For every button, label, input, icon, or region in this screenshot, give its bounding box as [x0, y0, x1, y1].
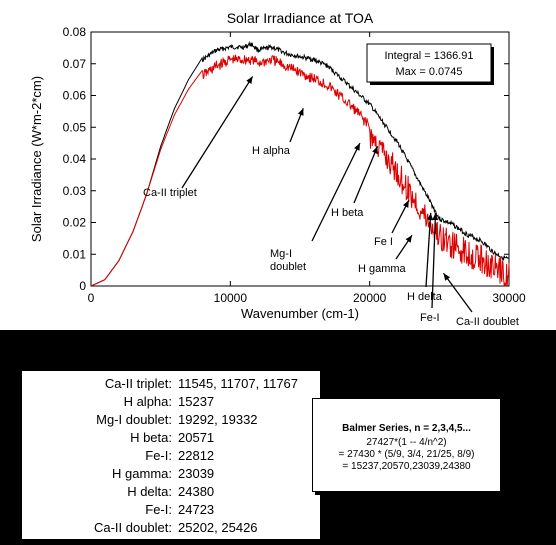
- y-tick-label: 0.01: [63, 247, 87, 261]
- x-tick-label: 10000: [214, 291, 248, 305]
- table-row: Ca-II triplet: 11545, 11707, 11767: [22, 375, 320, 393]
- line-name: H delta:: [127, 484, 172, 499]
- line-name: H beta:: [130, 430, 172, 445]
- line-wavenumbers: 20571: [178, 430, 215, 445]
- annotation-arrowhead: [354, 143, 360, 151]
- annotation-arrowhead: [372, 146, 378, 154]
- series-line-2: [90, 54, 510, 288]
- annotation-label: H delta: [407, 291, 443, 303]
- x-tick-label: 30000: [492, 291, 526, 305]
- series-line-1: [90, 40, 510, 287]
- line-wavenumbers: 23039: [178, 466, 215, 481]
- y-tick-label: 0.02: [63, 216, 87, 230]
- annotation-arrow: [442, 272, 473, 313]
- balmer-formula-1: 27427*(1 -- 4/n^2): [366, 437, 447, 448]
- balmer-formula-2: = 27430 * (5/9, 3/4, 21/25, 8/9): [338, 449, 475, 460]
- line-wavenumbers: 22812: [178, 448, 215, 463]
- y-tick-label: 0.08: [63, 25, 87, 39]
- table-row: Ca-II doublet: 25202, 25426: [22, 519, 320, 537]
- max-text: Max = 0.0745: [396, 66, 463, 78]
- y-tick-label: 0.05: [63, 120, 87, 134]
- y-tick-label: 0.06: [63, 89, 87, 103]
- table-row: Mg-I doublet: 19292, 19332: [22, 411, 320, 429]
- y-tick-label: 0.04: [63, 152, 87, 166]
- balmer-series-box: Balmer Series, n = 2,3,4,5... 27427*(1 -…: [312, 398, 501, 492]
- x-tick-label: 20000: [353, 291, 387, 305]
- x-axis-label: Wavenumber (cm-1): [241, 306, 359, 321]
- line-name: Mg-I doublet:: [96, 412, 172, 427]
- annotation-label: doublet: [270, 261, 306, 273]
- balmer-formula-3: = 15237,20570,23039,24380: [342, 461, 471, 472]
- info-box-shadow-b: [370, 82, 494, 85]
- line-name: Fe-I:: [145, 502, 172, 517]
- line-name: H alpha:: [123, 394, 172, 409]
- annotation-label: H gamma: [358, 263, 407, 275]
- table-row: H delta: 24380: [22, 483, 320, 501]
- line-name: Ca-II doublet:: [93, 520, 172, 535]
- info-box-frame: [366, 43, 492, 83]
- annotation-label: Ca-II doublet: [456, 316, 519, 328]
- annotation-label: H beta: [331, 207, 364, 219]
- x-tick-label: 0: [88, 291, 95, 305]
- info-box-shadow-r: [491, 47, 494, 85]
- annotation-arrow: [311, 142, 361, 242]
- line-wavenumbers: 25202, 25426: [178, 520, 258, 535]
- line-wavenumbers: 15237: [178, 394, 215, 409]
- line-wavenumbers: 24380: [178, 484, 215, 499]
- annotation-arrow: [431, 212, 437, 309]
- chart-title: Solar Irradiance at TOA: [227, 10, 374, 26]
- annotation-label: H alpha: [252, 145, 291, 157]
- line-wavenumbers: 19292, 19332: [178, 412, 258, 427]
- annotation-label: Fe I: [374, 236, 393, 248]
- y-tick-label: 0: [79, 279, 86, 293]
- solar-irradiance-chart: Solar Irradiance at TOA 0 10000 20000 30000 0…: [29, 10, 526, 328]
- annotation-arrow: [425, 212, 432, 288]
- line-wavenumbers: 11545, 11707, 11767: [178, 376, 299, 391]
- table-row: H beta: 20571: [22, 429, 320, 447]
- annotation-arrowhead: [297, 108, 304, 116]
- line-wavenumbers: 24723: [178, 502, 215, 517]
- y-tick-label: 0.07: [63, 57, 87, 71]
- table-row: H alpha: 15237: [22, 393, 320, 411]
- annotation-arrowhead: [405, 235, 412, 243]
- line-name: Ca-II triplet:: [104, 376, 172, 391]
- line-name: Fe-I:: [145, 448, 172, 463]
- annotation-arrowhead: [427, 213, 434, 221]
- integral-text: Integral = 1366.91: [385, 50, 474, 62]
- balmer-title: Balmer Series, n = 2,3,4,5...: [342, 423, 471, 434]
- annotation-arrow: [353, 146, 379, 204]
- chart-figure: Solar Irradiance at TOA 0 10000 20000 30000 0…: [29, 10, 527, 328]
- y-axis-label: Solar Irradiance (W*m-2*cm): [29, 76, 44, 242]
- annotation-arrowhead: [432, 213, 439, 221]
- y-tick-label: 0.03: [63, 184, 87, 198]
- annotation-arrowhead: [403, 200, 409, 208]
- line-name: H gamma:: [112, 466, 172, 481]
- annotation-arrow: [181, 76, 254, 189]
- table-row: Fe-I: 24723: [22, 501, 320, 519]
- table-row: Fe-I: 22812: [22, 447, 320, 465]
- annotation-arrowhead: [246, 76, 253, 84]
- spectral-lines-table: Ca-II triplet: 11545, 11707, 11767 H alpha…: [22, 371, 320, 539]
- table-row: H gamma: 23039: [22, 465, 320, 483]
- annotation-label: Ca-II triplet: [143, 187, 197, 199]
- annotation-label: Mg-I: [270, 248, 292, 260]
- annotation-label: Fe-I: [420, 312, 440, 324]
- annotation-arrowhead: [443, 273, 451, 281]
